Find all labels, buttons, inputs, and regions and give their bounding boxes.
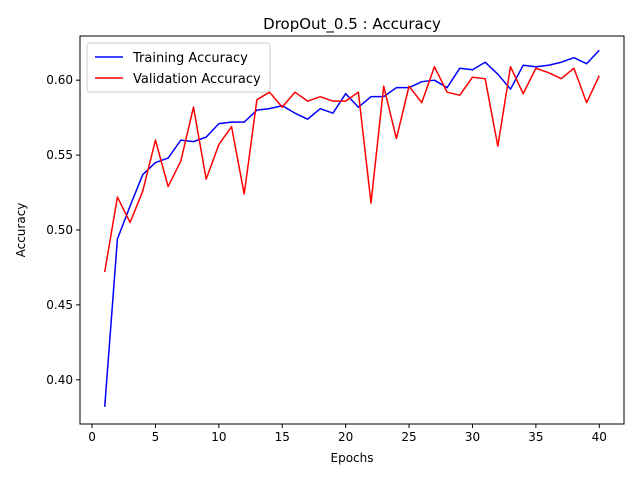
x-tick-label: 25 [401, 430, 416, 444]
y-tick-label: 0.45 [46, 298, 73, 312]
y-tick-label: 0.40 [46, 373, 73, 387]
y-tick-label: 0.60 [46, 73, 73, 87]
legend-item: Training Accuracy [95, 51, 248, 66]
y-tick-label: 0.50 [46, 223, 73, 237]
x-axis-ticks: 0 5 10 15 20 25 30 35 40 [88, 424, 607, 444]
x-tick-label: 5 [152, 430, 160, 444]
x-tick-label: 0 [88, 430, 96, 444]
chart-title: DropOut_0.5 : Accuracy [263, 15, 441, 34]
series-line-training-accuracy [103, 49, 600, 407]
legend-label: Training Accuracy [132, 51, 248, 66]
x-tick-label: 35 [528, 430, 543, 444]
x-tick-label: 40 [592, 430, 607, 444]
legend-item: Validation Accuracy [95, 72, 261, 87]
legend-label: Validation Accuracy [133, 72, 261, 87]
x-tick-label: 20 [338, 430, 353, 444]
x-tick-label: 10 [211, 430, 226, 444]
y-axis-ticks: 0.40 0.45 0.50 0.55 0.60 [46, 73, 80, 387]
y-tick-label: 0.55 [46, 148, 73, 162]
x-tick-label: 30 [465, 430, 480, 444]
series-line-validation-accuracy [103, 65, 600, 273]
x-tick-label: 15 [275, 430, 290, 444]
plot-area-frame [79, 35, 625, 425]
x-axis-label: Epochs [331, 451, 374, 465]
legend: Training Accuracy Validation Accuracy [86, 42, 271, 93]
legend-box [86, 42, 271, 93]
y-axis-label: Accuracy [14, 203, 28, 258]
series-layer [103, 49, 600, 407]
